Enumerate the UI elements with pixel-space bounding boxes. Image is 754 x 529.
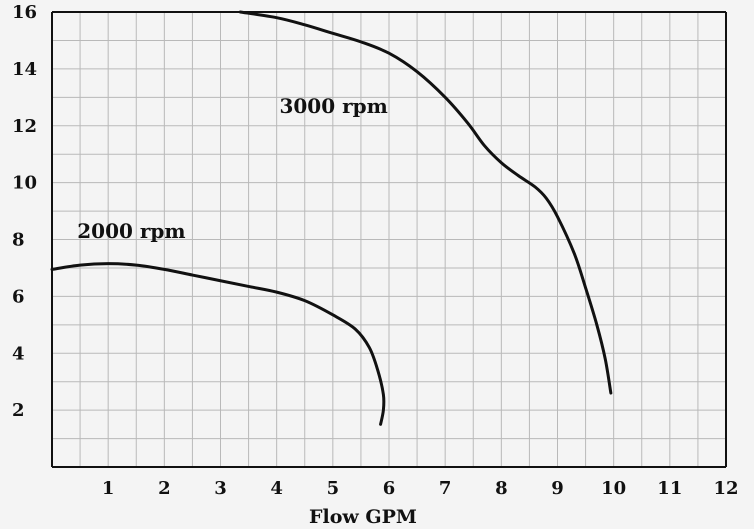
x-axis-title: Flow GPM (309, 506, 417, 528)
x-tick-label: 4 (270, 478, 283, 499)
y-tick-label: 16 (12, 2, 37, 23)
y-tick-label: 14 (12, 59, 37, 80)
x-tick-label: 5 (327, 478, 340, 499)
x-tick-label: 9 (551, 478, 564, 499)
grid-layer (52, 12, 726, 467)
y-tick-label: 4 (12, 343, 25, 364)
x-tick-label: 1 (102, 478, 115, 499)
series-label-3000-rpm: 3000 rpm (279, 94, 387, 118)
x-tick-label: 2 (158, 478, 171, 499)
series-2000-rpm-line (50, 262, 386, 426)
x-tick-label: 11 (657, 478, 682, 499)
series-3000-rpm-line (238, 10, 613, 395)
y-tick-label: 8 (12, 230, 25, 251)
series-layer (50, 10, 613, 426)
x-tick-label: 10 (601, 478, 626, 499)
x-tick-label: 3 (214, 478, 227, 499)
y-tick-label: 12 (12, 116, 37, 137)
x-tick-label: 7 (439, 478, 452, 499)
y-tick-label: 10 (12, 173, 37, 194)
x-tick-label: 6 (383, 478, 396, 499)
x-tick-label: 8 (495, 478, 508, 499)
axis-layer (51, 11, 727, 468)
series-label-2000-rpm: 2000 rpm (77, 219, 185, 243)
y-tick-label: 2 (12, 400, 25, 421)
x-tick-label: 12 (713, 478, 738, 499)
y-tick-label: 6 (12, 286, 25, 307)
